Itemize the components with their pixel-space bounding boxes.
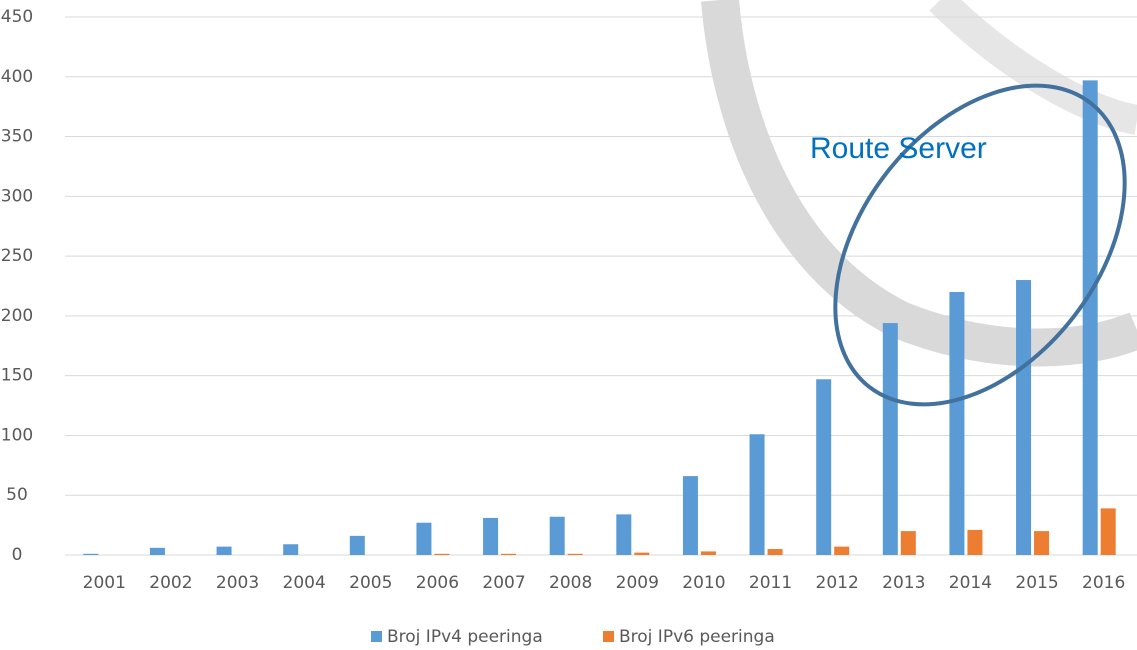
legend-swatch <box>603 631 614 642</box>
bar <box>1034 531 1049 555</box>
x-tick-label: 2012 <box>816 573 859 593</box>
annotation: Route Server <box>810 132 987 165</box>
y-tick-label: 450 <box>1 7 33 27</box>
y-tick-label: 200 <box>1 306 33 326</box>
bar <box>816 379 831 555</box>
bar <box>350 536 365 555</box>
bar <box>217 547 232 555</box>
bar <box>501 554 516 555</box>
x-tick-label: 2015 <box>1015 573 1058 593</box>
x-tick-label: 2004 <box>283 573 326 593</box>
bar <box>483 518 498 555</box>
x-tick-label: 2003 <box>216 573 259 593</box>
bar <box>616 514 631 555</box>
x-tick-label: 2013 <box>882 573 925 593</box>
bar <box>768 549 783 555</box>
x-tick-label: 2016 <box>1082 573 1125 593</box>
y-tick-label: 250 <box>1 246 33 266</box>
y-tick-label: 50 <box>6 485 28 505</box>
bar <box>883 323 898 555</box>
chart: 0 50 100 150 200 250 300 350 400 450 2001 2002 2003 2… <box>0 0 1137 650</box>
y-tick-label: 0 <box>12 545 23 565</box>
bar <box>1101 508 1116 555</box>
bar <box>550 517 565 555</box>
bar <box>949 292 964 555</box>
bar <box>283 544 298 555</box>
bar <box>568 554 583 555</box>
x-tick-label: 2014 <box>949 573 992 593</box>
bar <box>834 547 849 555</box>
x-tick-label: 2008 <box>549 573 592 593</box>
x-tick-label: 2005 <box>349 573 392 593</box>
bar <box>1016 280 1031 555</box>
bar <box>683 476 698 555</box>
x-tick-label: 2007 <box>482 573 525 593</box>
x-tick-label: 2002 <box>149 573 192 593</box>
x-tick-label: 2010 <box>682 573 725 593</box>
y-tick-label: 300 <box>1 186 33 206</box>
legend-label: Broj IPv4 peeringa <box>387 627 543 647</box>
y-tick-label: 400 <box>1 67 33 87</box>
x-tick-label: 2006 <box>416 573 459 593</box>
y-tick-label: 150 <box>1 366 33 386</box>
legend-label: Broj IPv6 peeringa <box>619 627 775 647</box>
y-tick-label: 350 <box>1 127 33 147</box>
legend-swatch <box>371 631 382 642</box>
bar <box>150 548 165 555</box>
bar <box>434 554 449 555</box>
bar <box>701 551 716 555</box>
bar <box>634 553 649 555</box>
x-tick-label: 2011 <box>749 573 792 593</box>
bar <box>967 530 982 555</box>
bar <box>750 434 765 555</box>
bar <box>83 554 98 555</box>
bar <box>416 523 431 555</box>
y-tick-label: 100 <box>1 425 33 445</box>
x-tick-label: 2009 <box>616 573 659 593</box>
bar <box>1083 80 1098 555</box>
background-swoosh <box>720 0 1137 348</box>
bar <box>901 531 916 555</box>
x-tick-label: 2001 <box>83 573 126 593</box>
